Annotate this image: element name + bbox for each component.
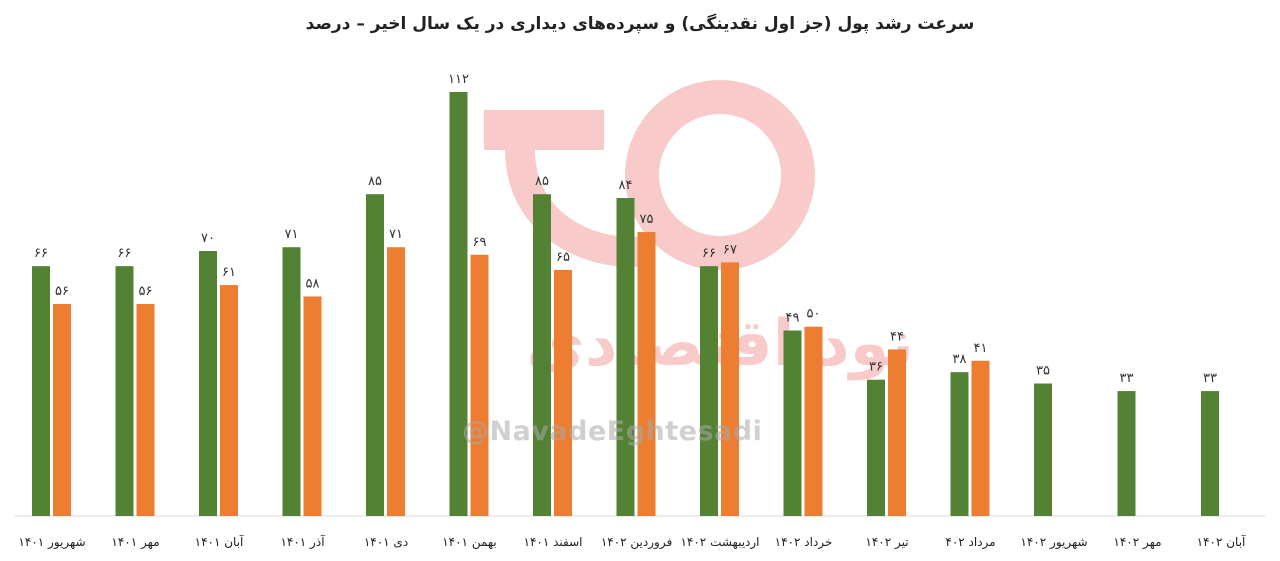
value-label-series1-7: ۸۵ (535, 174, 549, 189)
category-label-10: خرداد ۱۴۰۲ (775, 535, 833, 550)
value-label-series2-7: ۶۵ (556, 250, 570, 265)
bar-series1-10 (783, 330, 802, 516)
bar-series1-6 (449, 92, 468, 516)
value-label-series2-11: ۴۴ (890, 329, 904, 344)
category-label-3: آبان ۱۴۰۱ (195, 534, 244, 549)
category-label-4: آذر ۱۴۰۱ (280, 534, 325, 550)
value-label-series1-12: ۳۸ (953, 352, 967, 367)
bar-series1-3 (199, 251, 217, 516)
watermark-handle: @NavadeEghtesadi (462, 416, 763, 447)
bar-series1-1 (32, 266, 50, 516)
category-label-15: آبان ۱۴۰۲ (1197, 534, 1246, 549)
value-label-series2-8: ۷۵ (640, 212, 654, 227)
bar-series1-4 (282, 247, 301, 516)
category-label-8: فروردین ۱۴۰۲ (601, 535, 672, 550)
bar-series1-2 (115, 266, 134, 516)
bar-series1-15 (1201, 391, 1219, 516)
bar-series2-3 (220, 285, 238, 516)
category-labels-group: شهریور ۱۴۰۱ مهر ۱۴۰۱ آبان ۱۴۰۱ آذر ۱۴۰۱ دی ۱… (18, 534, 1246, 550)
category-label-11: تیر ۱۴۰۲ (865, 535, 908, 550)
category-label-5: دی ۱۴۰۱ (364, 535, 408, 549)
value-label-series1-3: ۷۰ (201, 231, 215, 246)
bar-series2-12 (971, 360, 990, 516)
category-label-12: مرداد ۴۰۲ (945, 535, 995, 550)
watermark-logo-text: نود اقتصادی (526, 307, 914, 381)
bar-series1-9 (700, 266, 718, 516)
watermark-logo-bar (484, 110, 604, 150)
value-label-series2-12: ۴۱ (974, 341, 988, 356)
value-label-series1-13: ۳۵ (1036, 364, 1050, 379)
bar-series1-12 (950, 372, 969, 516)
category-label-7: اسفند ۱۴۰۱ (524, 535, 583, 549)
value-label-series2-4: ۵۸ (306, 276, 320, 291)
value-label-series1-4: ۷۱ (285, 227, 299, 242)
bar-series1-13 (1034, 383, 1052, 516)
bar-series2-10 (804, 326, 823, 516)
bar-series2-7 (554, 269, 572, 516)
value-label-series2-3: ۶۱ (222, 265, 236, 280)
value-label-series2-2: ۵۶ (139, 284, 153, 299)
bars-group (32, 92, 1219, 517)
value-label-series2-10: ۵۰ (807, 307, 821, 322)
category-label-1: شهریور ۱۴۰۱ (18, 535, 85, 550)
bar-series2-6 (470, 254, 489, 517)
value-label-series1-14: ۳۳ (1120, 371, 1134, 386)
value-label-series1-15: ۳۳ (1203, 371, 1217, 386)
value-label-series1-6: ۱۱۲ (448, 72, 469, 87)
value-label-series1-11: ۳۶ (869, 360, 883, 375)
category-label-13: شهریور ۱۴۰۲ (1020, 535, 1087, 550)
value-label-series2-9: ۶۷ (723, 242, 737, 257)
bar-series1-5 (366, 194, 384, 516)
value-label-series1-5: ۸۵ (368, 174, 382, 189)
value-label-series2-5: ۷۱ (389, 227, 403, 242)
bar-series1-8 (616, 198, 635, 516)
value-label-series2-1: ۵۶ (55, 284, 69, 299)
bar-series2-5 (387, 247, 405, 516)
value-label-series1-9: ۶۶ (702, 246, 716, 261)
value-label-series2-6: ۶۹ (473, 235, 487, 250)
bar-series2-1 (53, 304, 71, 516)
category-label-2: مهر ۱۴۰۱ (111, 535, 159, 550)
value-labels-group: ۶۶ ۵۶ ۶۶ ۵۶ ۷۰ ۶۱ ۷۱ ۵۸ ۸۵ ۷۱ ۱۱۲ ۶۹ ۸۵ ۶۵ ۸۴ ۷۵ ۶۶ ۶۷ ۴۹ ۵… (34, 72, 1217, 386)
bar-series2-9 (721, 262, 739, 516)
bar-series2-2 (136, 304, 155, 516)
value-label-series1-10: ۴۹ (786, 311, 800, 326)
category-label-9: اردیبهشت ۱۴۰۲ (680, 535, 759, 550)
category-label-6: بهمن ۱۴۰۱ (442, 535, 497, 550)
value-label-series1-8: ۸۴ (619, 178, 633, 193)
value-label-series1-1: ۶۶ (34, 246, 48, 261)
bar-series2-4 (303, 296, 322, 516)
chart-title: سرعت رشد پول (جز اول نقدینگی) و سپرده‌ها… (305, 14, 975, 34)
category-label-14: مهر ۱۴۰۲ (1113, 535, 1161, 550)
watermark-logo-ring (625, 80, 815, 270)
value-label-series1-2: ۶۶ (118, 246, 132, 261)
bar-series1-7 (533, 194, 551, 516)
bar-series2-8 (637, 232, 656, 517)
bar-series1-14 (1117, 391, 1136, 516)
bar-series2-11 (888, 349, 906, 516)
bar-series1-11 (867, 379, 885, 516)
